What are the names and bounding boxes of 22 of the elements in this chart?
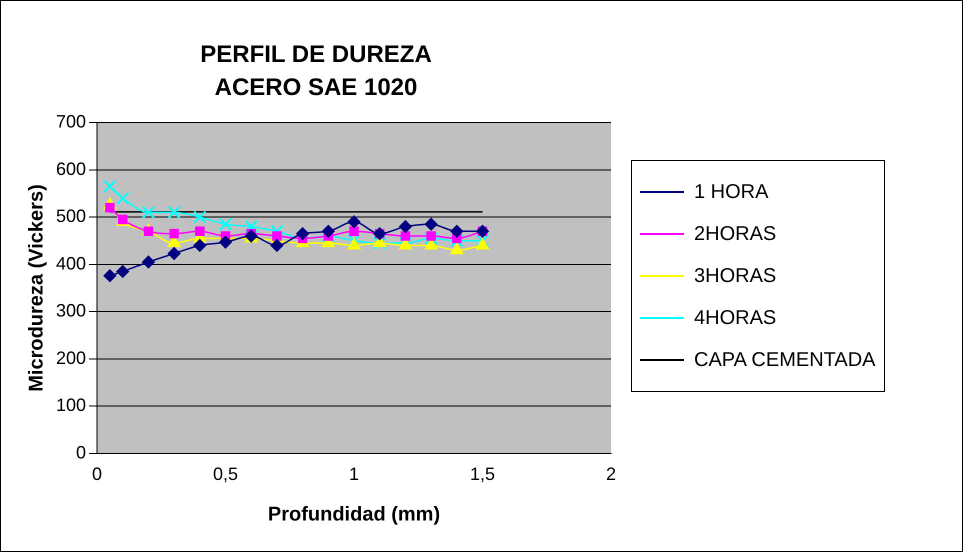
x-tick-label: 1: [349, 464, 360, 484]
y-tick-label: 300: [56, 300, 86, 321]
x-tick-label: 0,5: [213, 464, 238, 484]
y-tick-label: 100: [56, 395, 86, 416]
legend-label: 4HORAS: [694, 306, 776, 330]
chart-title: PERFIL DE DUREZA: [200, 41, 432, 68]
x-tick-label: 2: [606, 464, 616, 484]
y-tick-label: 500: [56, 206, 86, 226]
chart-subtitle: ACERO SAE 1020: [214, 74, 418, 101]
y-axis-title: Microdureza (Vickers): [26, 184, 48, 392]
x-tick-label: 0: [92, 464, 102, 484]
legend-label: 1 HORA: [694, 180, 768, 204]
y-tick-label: 200: [56, 348, 86, 368]
x-tick-label: 1,5: [470, 464, 496, 484]
y-tick-label: 700: [56, 112, 86, 132]
y-tick-label: 600: [56, 158, 86, 179]
legend-label: 2HORAS: [694, 222, 776, 246]
y-tick-label: 0: [76, 442, 86, 462]
legend-label: 3HORAS: [694, 264, 776, 288]
legend-label: CAPA CEMENTADA: [694, 348, 876, 372]
x-axis-title: Profundidad (mm): [268, 504, 440, 526]
y-tick-label: 400: [56, 253, 86, 274]
